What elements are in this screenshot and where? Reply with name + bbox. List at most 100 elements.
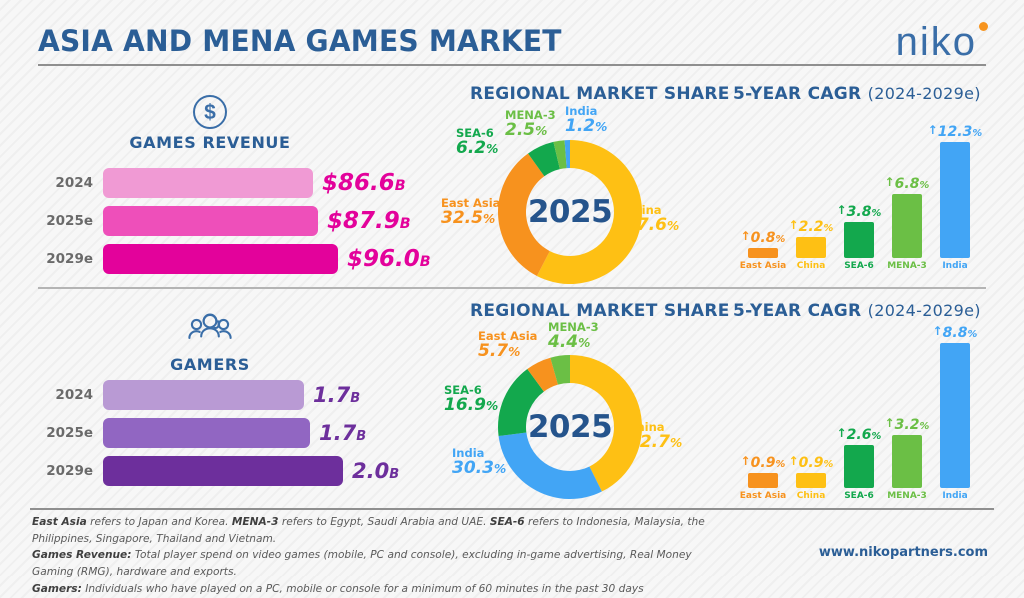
cagr-category-label: East Asia [739,491,787,501]
up-arrow-icon: ↑ [740,454,751,469]
up-arrow-icon: ↑ [836,426,847,441]
donut-label-india: India 30.3% [452,447,507,478]
cagr-category-label: India [942,491,968,501]
donut-label-value: 16.9% [444,394,499,415]
metric-label-games-revenue: GAMES REVENUE [129,133,291,152]
cagr-chart-gamers: ↑0.9% East Asia ↑0.9% China ↑2.6% SEA-6 … [740,324,987,501]
donut-label-name: East Asia [478,329,538,343]
donut-center-year: 2025 [527,194,613,230]
value-bar [103,244,338,274]
footnotes: East Asia refers to Japan and Korea. MEN… [32,514,732,598]
bar-row: 2025e $87.9B [46,206,411,236]
cagr-bar-china: ↑0.9% China [789,454,834,501]
cagr-subtitle: (2024-2029e) [867,301,981,320]
up-arrow-icon: ↑ [927,123,938,137]
donut-slice-east-asia [527,357,558,392]
donut-slice-east-asia [498,153,550,276]
cagr-bar-east-asia: ↑0.8% East Asia [740,229,787,271]
cagr-value-label: ↑0.8% [740,229,786,246]
regional-share-donut-games-revenue: 2025 [490,132,650,292]
bar-row: 2029e $96.0B [46,244,431,274]
donut-center-year: 2025 [527,409,613,445]
bar-row: 2024 $86.6B [55,168,406,198]
metric-header-games-revenue: $ GAMES REVENUE [80,95,340,152]
value-bar [103,206,318,236]
value-bar [103,456,343,486]
donut-slice-china [536,140,642,284]
bar-value-label: $96.0B [347,246,431,272]
metric-header-gamers: GAMERS [80,312,340,374]
donut-label-name: China [625,203,662,217]
bar-row: 2029e 2.0B [46,456,399,486]
bar-value-label: 2.0B [352,459,400,483]
divider-bottom [30,508,994,510]
cagr-category-label: MENA-3 [887,491,927,501]
bar-year-label: 2024 [55,387,93,403]
gamers-group-icon [187,313,233,350]
cagr-value-label: ↑8.8% [932,324,978,341]
value-bar [103,418,310,448]
website-link[interactable]: www.nikopartners.com [818,545,988,560]
up-arrow-icon: ↑ [836,203,847,218]
footnote-gamers: Gamers: Individuals who have played on a… [32,582,644,595]
cagr-value-label: ↑12.3% [927,123,983,140]
cagr-bar-east-asia: ↑0.9% East Asia [740,454,787,501]
divider-top [38,64,986,66]
cagr-bar-china: ↑2.2% China [789,218,834,271]
infographic-page: ASIA AND MENA GAMES MARKET niko $ GAMES R… [30,20,994,595]
donut-label-name: MENA-3 [548,320,599,334]
donut-label-name: SEA-6 [444,383,482,397]
donut-label-value: 4.4% [548,331,591,352]
up-arrow-icon: ↑ [932,324,943,338]
cagr-category-label: China [796,261,826,271]
footnote-definitions: East Asia refers to Japan and Korea. MEN… [32,516,705,545]
bar-year-label: 2024 [55,175,93,191]
donut-slice-india [498,432,602,499]
cagr-value-label: ↑0.9% [740,454,786,472]
up-arrow-icon: ↑ [740,229,751,243]
cagr-value-label: ↑3.8% [836,203,882,221]
logo-wordmark: niko [895,20,977,64]
bar-value-label: 1.7B [313,383,361,407]
cagr-bar-india: ↑8.8% India [933,324,978,501]
regional-market-share-title: REGIONAL MARKET SHARE [470,84,730,104]
donut-slice-sea-6 [498,369,544,437]
bar-year-label: 2029e [46,463,93,479]
cagr-category-label: SEA-6 [844,491,874,501]
donut-label-mena-3: MENA-3 2.5% [505,109,556,140]
bar-row: 2025e 1.7B [46,418,366,448]
bar-value-label: $86.6B [322,170,406,196]
cagr-category-label: India [942,261,968,271]
regional-share-donut-gamers: 2025 [490,347,650,507]
bar-year-label: 2025e [46,213,93,229]
donut-slice-india [564,140,570,169]
cagr-bar-india: ↑12.3% India [928,123,982,271]
donut-label-name: SEA-6 [456,126,494,140]
donut-label-china: China 42.7% [628,421,682,452]
donut-slice-china [570,355,642,492]
value-bar [103,380,304,410]
bar-year-label: 2029e [46,251,93,267]
footnote-games-revenue: Games Revenue: Total player spend on vid… [32,549,692,579]
donut-label-value: 57.6% [625,214,680,235]
bar-value-label: $87.9B [327,208,411,234]
cagr-value-label: ↑3.2% [884,416,930,434]
donut-label-value: 30.3% [452,457,507,478]
cagr-bar-mena-3: ↑6.8% MENA-3 [885,175,930,271]
donut-label-value: 5.7% [478,340,521,361]
cagr-title: 5-YEAR CAGR (2024-2029e) [733,301,981,321]
page-title: ASIA AND MENA GAMES MARKET [38,24,562,58]
cagr-subtitle: (2024-2029e) [867,84,981,103]
donut-label-sea-6: SEA-6 6.2% [456,126,498,158]
cagr-category-label: SEA-6 [844,261,874,271]
cagr-value-label: ↑0.9% [788,454,834,472]
donut-label-mena-3: MENA-3 4.4% [548,320,599,352]
niko-logo: niko [895,20,988,64]
cagr-bar-sea-6: ↑2.6% SEA-6 [837,426,882,501]
regional-market-share-title: REGIONAL MARKET SHARE [470,301,730,321]
divider-middle [38,287,986,289]
donut-slice-mena-3 [553,140,567,170]
bar-row: 2024 1.7B [55,380,360,410]
cagr-category-label: East Asia [739,261,787,271]
up-arrow-icon: ↑ [788,218,799,233]
